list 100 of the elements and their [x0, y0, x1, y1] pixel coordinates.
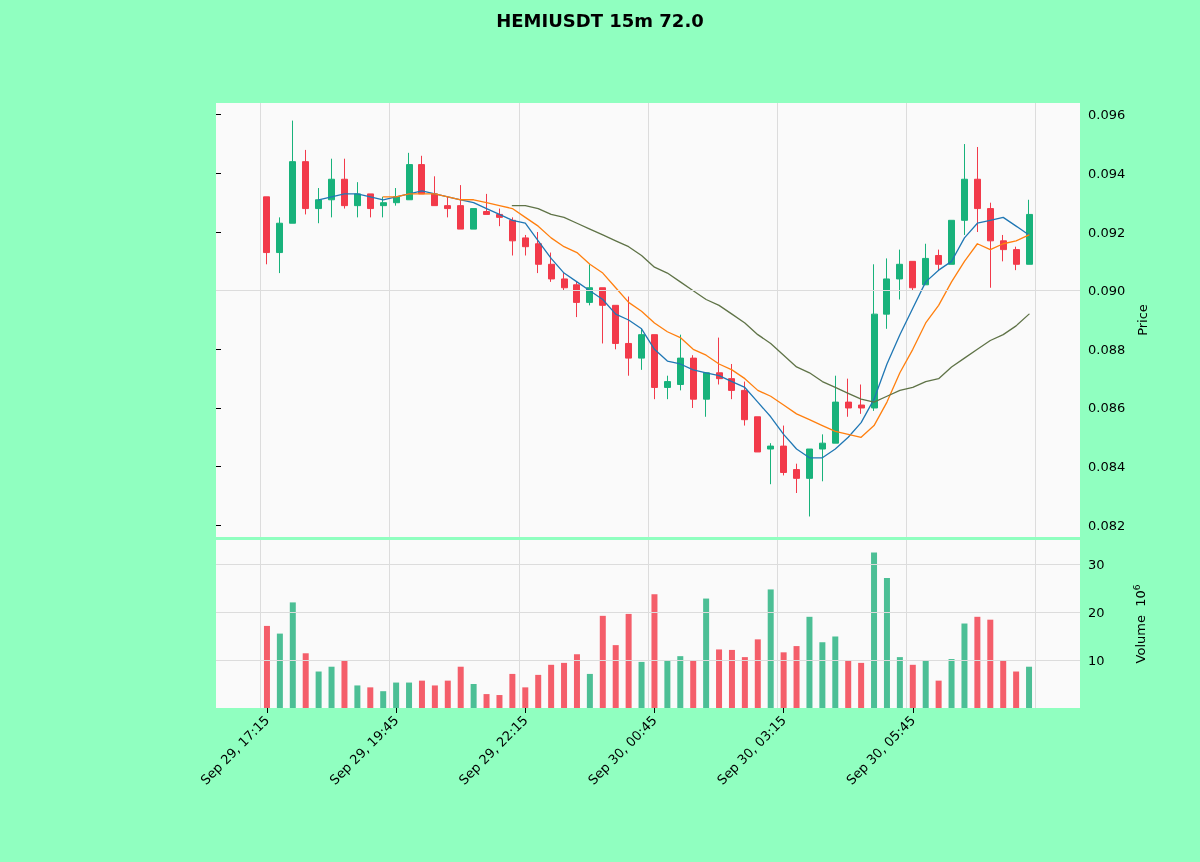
bar: [328, 666, 335, 708]
candlestick: [367, 193, 374, 218]
candlestick: [599, 287, 606, 344]
y-tick-label: 10: [1088, 652, 1105, 668]
bar: [677, 656, 684, 708]
candlestick: [780, 425, 787, 476]
candlestick: [741, 381, 748, 427]
bar: [406, 682, 413, 708]
bar: [483, 694, 490, 708]
bar: [367, 687, 374, 708]
bar: [1026, 666, 1033, 708]
y-tick-label: 30: [1088, 556, 1105, 572]
bar: [1013, 671, 1020, 708]
candlestick: [612, 304, 619, 350]
bar: [302, 653, 309, 708]
y-tick-label: 20: [1088, 604, 1105, 620]
candlestick: [418, 155, 425, 195]
bar: [263, 625, 270, 708]
candlestick: [832, 375, 839, 444]
candlestick: [483, 193, 490, 215]
bar: [522, 687, 529, 708]
candlestick: [522, 234, 529, 256]
candlestick: [638, 328, 645, 371]
bar: [612, 645, 619, 708]
bar: [845, 660, 852, 708]
candlestick: [974, 146, 981, 233]
y-tick-label: 0.090: [1088, 283, 1126, 299]
candlestick: [1013, 246, 1020, 271]
line-series: [317, 190, 1030, 459]
candlestick: [625, 296, 632, 377]
candlestick: [754, 416, 761, 453]
candlestick: [1026, 199, 1033, 265]
candlestick: [909, 260, 916, 292]
candlestick: [289, 120, 296, 224]
bar: [470, 684, 477, 708]
bar: [974, 616, 981, 708]
bar: [548, 664, 555, 708]
y-axis-title: Price: [1135, 304, 1151, 336]
bar: [896, 657, 903, 708]
y-axis-title: Volume 106: [1131, 584, 1148, 664]
candlestick: [341, 158, 348, 210]
bar: [961, 623, 968, 708]
bar: [380, 691, 387, 708]
candlestick: [380, 196, 387, 218]
bar: [664, 660, 671, 708]
bar: [871, 552, 878, 708]
bar: [987, 619, 994, 708]
candlestick: [393, 187, 400, 207]
candlestick: [263, 196, 270, 265]
bar: [883, 577, 890, 708]
bar: [728, 649, 735, 708]
bar: [793, 646, 800, 708]
candlestick: [987, 202, 994, 289]
candlestick: [858, 384, 865, 415]
bar: [599, 615, 606, 708]
bar: [509, 673, 516, 708]
bar: [625, 613, 632, 708]
candlestick: [406, 152, 413, 201]
candlestick: [573, 281, 580, 318]
candlestick: [276, 216, 283, 274]
bar: [909, 664, 916, 708]
candlestick: [871, 263, 878, 412]
bar: [496, 695, 503, 708]
bar: [586, 673, 593, 708]
candlestick: [470, 208, 477, 230]
bar: [535, 674, 542, 708]
candlestick: [922, 243, 929, 286]
bar: [431, 685, 438, 708]
bar: [418, 680, 425, 708]
bar: [948, 659, 955, 708]
candlestick: [728, 363, 735, 400]
candlestick: [793, 463, 800, 494]
candlestick: [651, 334, 658, 400]
bar: [832, 636, 839, 708]
candlestick: [935, 249, 942, 271]
bar: [444, 680, 451, 708]
candlestick: [328, 158, 335, 218]
bar: [741, 657, 748, 708]
bar: [354, 685, 361, 708]
candlestick: [948, 219, 955, 265]
chart-title: HEMIUSDT 15m 72.0: [496, 9, 704, 31]
candlestick: [961, 143, 968, 236]
bar: [393, 682, 400, 708]
bar: [819, 642, 826, 708]
candlestick: [457, 184, 464, 230]
y-tick-label: 0.096: [1088, 107, 1126, 123]
candlestick: [819, 433, 826, 482]
candlestick: [883, 257, 890, 330]
candlestick: [845, 378, 852, 418]
bar: [457, 666, 464, 708]
candlestick: [677, 334, 684, 391]
y-tick-label: 0.084: [1088, 459, 1126, 475]
bar: [561, 662, 568, 708]
bar: [754, 639, 761, 708]
bar: [767, 589, 774, 708]
bar: [780, 652, 787, 708]
line-series: [511, 204, 1030, 403]
candlestick: [354, 181, 361, 218]
candlestick: [315, 187, 322, 224]
line-series: [382, 193, 1030, 438]
